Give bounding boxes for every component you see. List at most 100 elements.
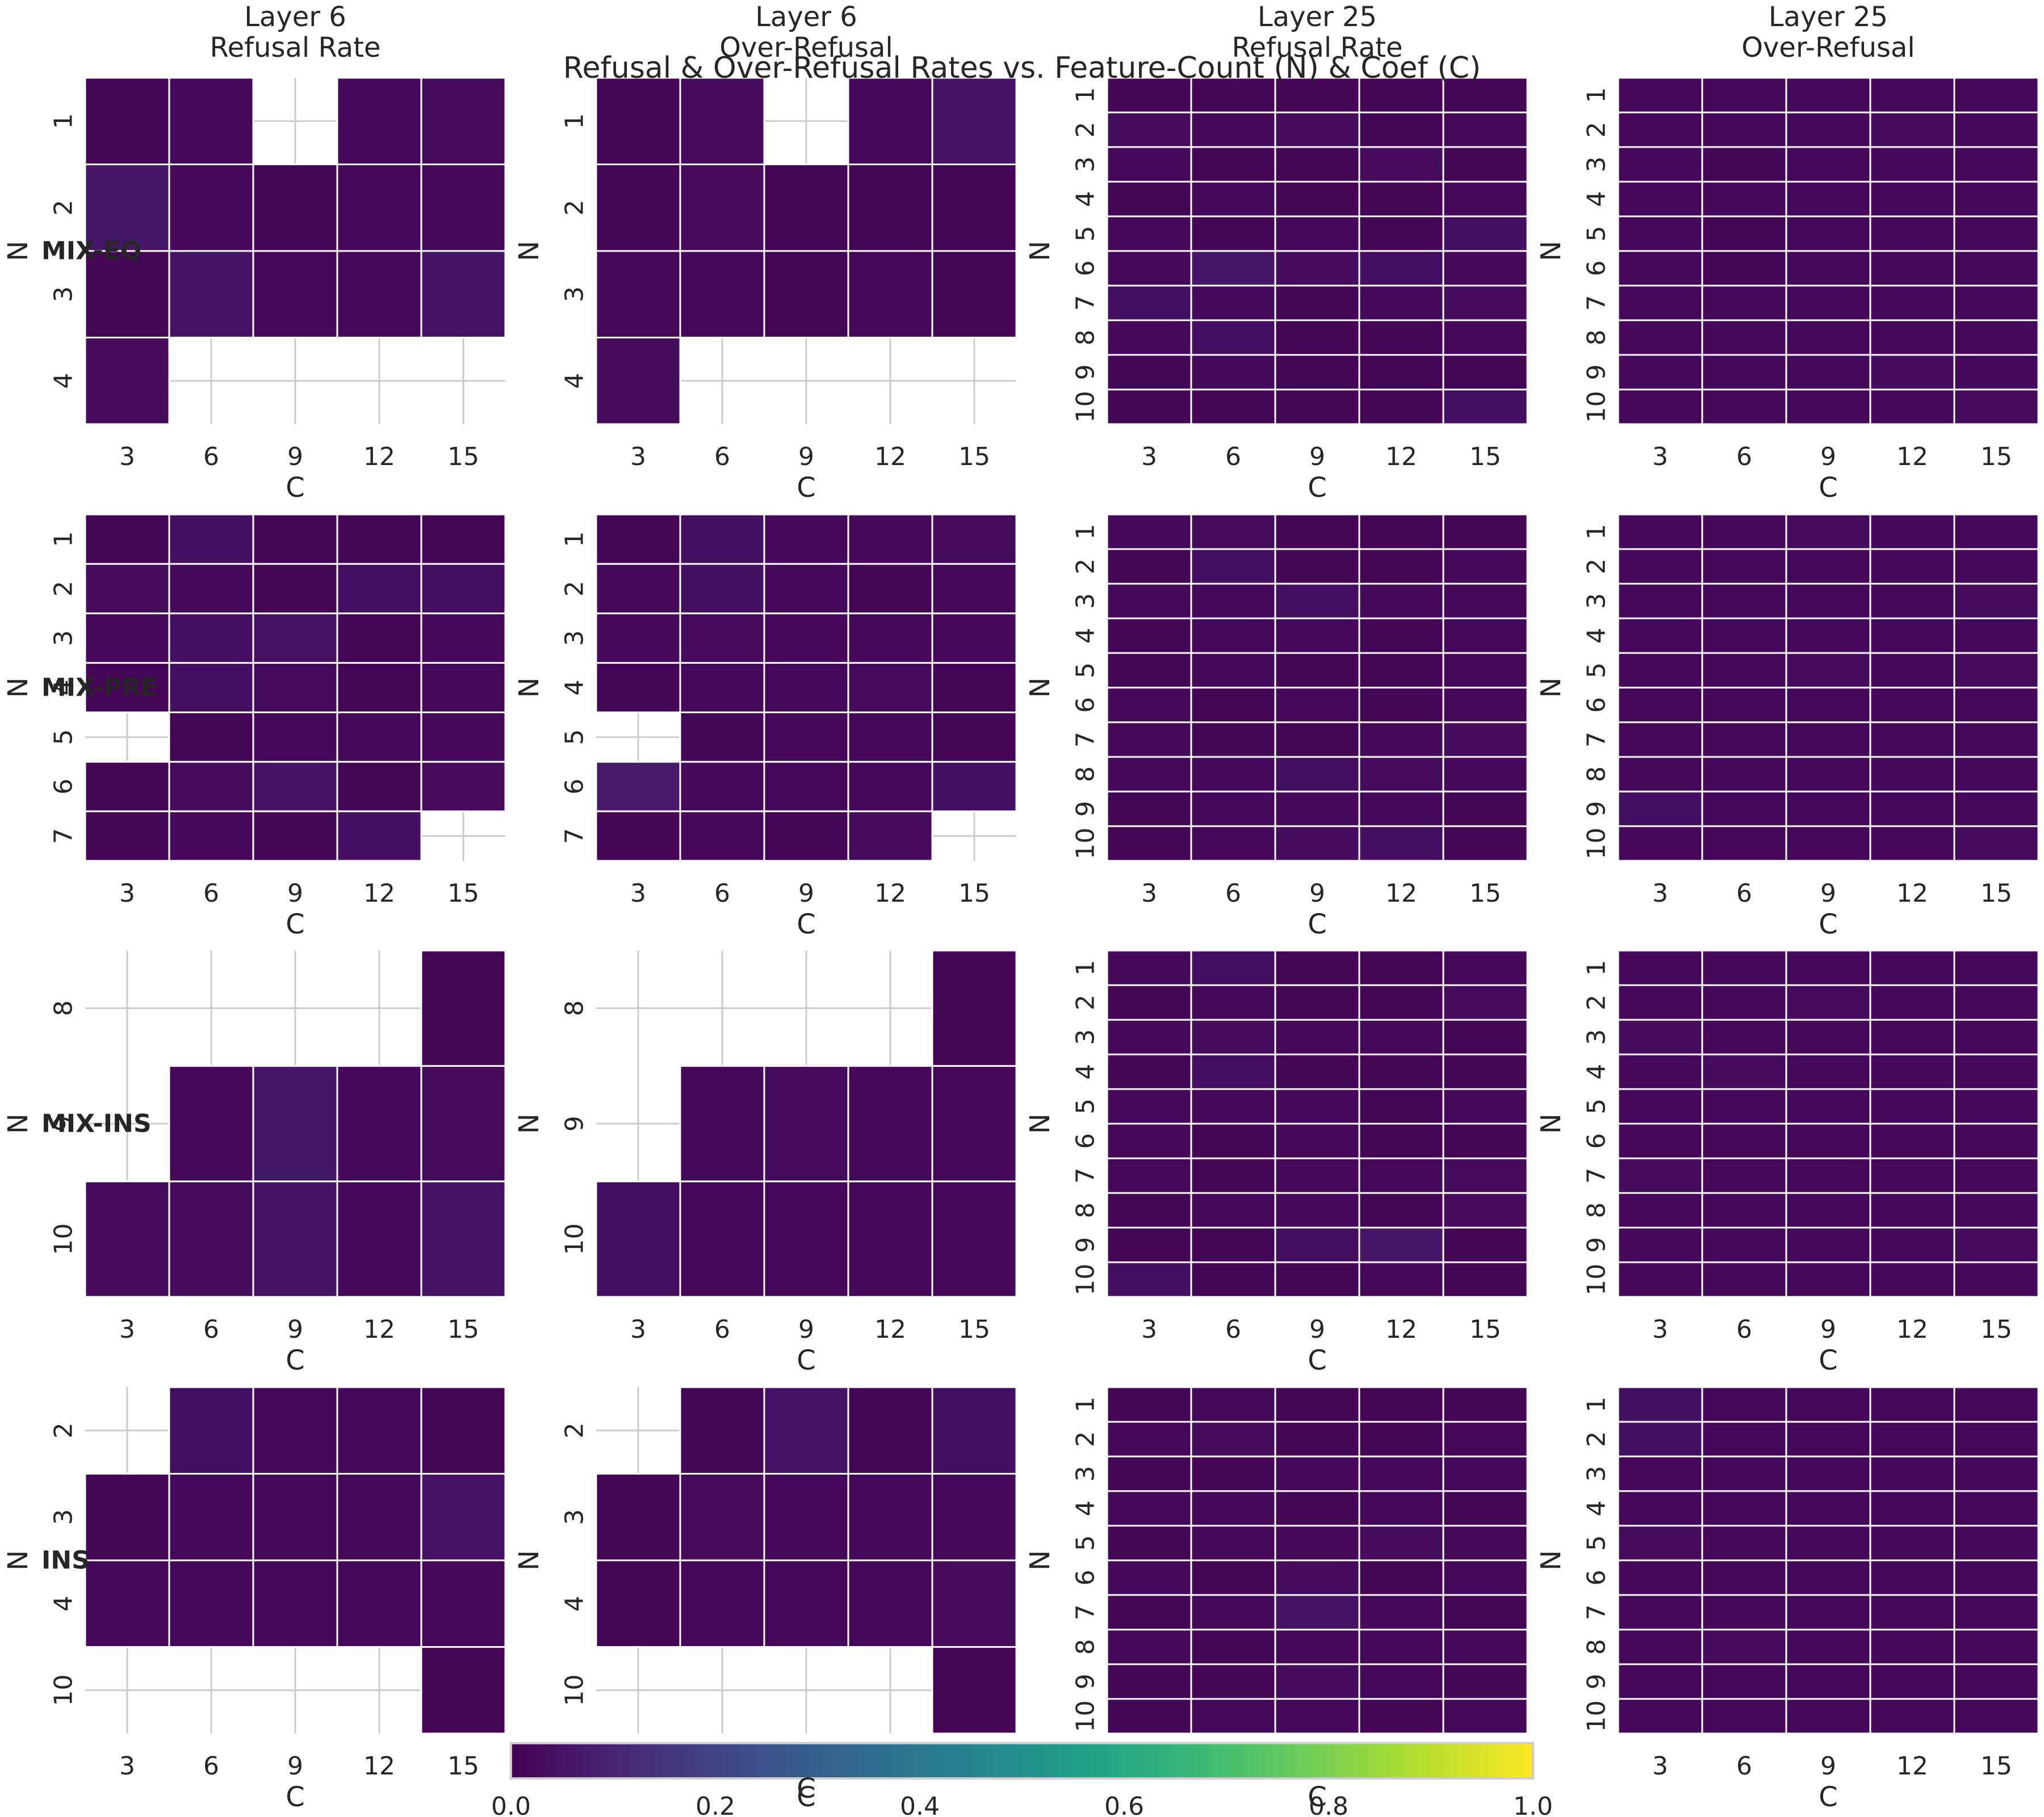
heatmap-cell xyxy=(1274,756,1360,793)
heatmap-cell xyxy=(1953,388,2039,425)
heatmap-cell xyxy=(595,1559,681,1648)
heatmap-cell xyxy=(1701,949,1787,986)
x-axis-label: C xyxy=(1819,1781,1838,1813)
heatmap-cell xyxy=(1701,1663,1787,1700)
heatmap-cell xyxy=(1190,388,1276,425)
heatmap-cell xyxy=(1785,1663,1871,1700)
x-tick-label: 6 xyxy=(714,1315,730,1344)
x-axis-label: C xyxy=(1819,472,1838,504)
x-tick-label: 15 xyxy=(447,1752,479,1781)
heatmap-cell xyxy=(1358,686,1444,723)
heatmap-cell xyxy=(1358,1261,1444,1298)
heatmap-cell xyxy=(252,810,338,862)
y-tick-label: 2 xyxy=(560,581,589,597)
heatmap-cell xyxy=(595,1180,681,1298)
heatmap-cell xyxy=(1617,617,1703,654)
heatmap-cell xyxy=(1190,583,1276,619)
heatmap-cell xyxy=(1190,513,1276,550)
heatmap-cell xyxy=(1869,1525,1955,1561)
heatmap-cell xyxy=(1953,215,2039,252)
heatmap-cell xyxy=(1953,1628,2039,1665)
heatmap-cell xyxy=(1442,1663,1528,1700)
y-tick-label: 3 xyxy=(560,630,589,646)
x-tick-label: 6 xyxy=(1736,1752,1752,1781)
x-tick-label: 9 xyxy=(798,442,814,471)
heatmap-cell xyxy=(1953,181,2039,217)
heatmap-cell xyxy=(1953,548,2039,585)
heatmap-cell xyxy=(1869,250,1955,287)
heatmap-cell xyxy=(1617,1261,1703,1298)
heatmap-cell xyxy=(1190,721,1276,758)
heatmap-cell xyxy=(1869,1123,1955,1159)
y-tick-label: 4 xyxy=(1071,628,1100,644)
heatmap-cell xyxy=(1617,1628,1703,1665)
heatmap-cell xyxy=(336,612,422,664)
heatmap-cell xyxy=(1106,984,1192,1021)
heatmap-cell xyxy=(1106,215,1192,252)
y-tick-label: 3 xyxy=(1582,1029,1611,1045)
y-tick-label: 4 xyxy=(49,680,78,696)
heatmap-cell xyxy=(1617,1559,1703,1596)
heatmap-cell xyxy=(1106,1386,1192,1423)
heatmap-cell xyxy=(1785,548,1871,585)
panel-r2-c0: 3 6 9 12 15 C 8 9 10 N xyxy=(2,949,506,1376)
heatmap-cell xyxy=(1701,721,1787,758)
heatmap-cell xyxy=(1106,181,1192,217)
heatmap-cell xyxy=(1190,617,1276,654)
heatmap-cell xyxy=(1869,215,1955,252)
heatmap-cell xyxy=(1869,984,1955,1021)
heatmap-cell xyxy=(1274,984,1360,1021)
heatmap-cell xyxy=(1106,548,1192,585)
row-label: MIX-EQ xyxy=(41,237,141,266)
heatmap-cell xyxy=(1869,686,1955,723)
heatmap-cell xyxy=(1869,354,1955,391)
heatmap-cell xyxy=(1274,111,1360,148)
heatmap-cell xyxy=(1617,1663,1703,1700)
heatmap-cell xyxy=(847,513,933,565)
heatmap-cell xyxy=(1442,790,1528,827)
y-tick-label: 2 xyxy=(49,1422,78,1438)
y-tick-label: 7 xyxy=(1582,295,1611,311)
heatmap-cell xyxy=(252,662,338,714)
heatmap-cell xyxy=(84,1180,170,1298)
heatmap-cell xyxy=(1442,1157,1528,1194)
heatmap-cell xyxy=(1785,825,1871,862)
y-tick-label: 5 xyxy=(1071,226,1100,242)
heatmap-cell xyxy=(1190,1628,1276,1665)
heatmap-cell xyxy=(1106,686,1192,723)
heatmap-cell xyxy=(252,250,338,338)
y-tick-label: 3 xyxy=(1582,593,1611,609)
x-axis-label: C xyxy=(286,472,305,504)
heatmap-cell xyxy=(1358,111,1444,148)
heatmap-cell xyxy=(1442,1261,1528,1298)
x-tick-label: 15 xyxy=(958,1315,990,1344)
y-tick-label: 10 xyxy=(1071,391,1100,423)
heatmap-cell xyxy=(1190,825,1276,862)
heatmap-cell xyxy=(1617,111,1703,148)
y-tick-label: 1 xyxy=(1071,524,1100,540)
heatmap-cell xyxy=(595,250,681,338)
heatmap-cell xyxy=(1869,1559,1955,1596)
heatmap-cell xyxy=(1785,652,1871,689)
x-tick-label: 3 xyxy=(630,442,646,471)
heatmap-cell xyxy=(420,1180,506,1298)
y-tick-label: 3 xyxy=(1582,157,1611,173)
x-tick-label: 3 xyxy=(1141,879,1157,908)
column-title-layer: Layer 6 xyxy=(244,1,346,33)
heatmap-cell xyxy=(1617,790,1703,827)
y-tick-label: 8 xyxy=(1582,1639,1611,1655)
y-tick-label: 7 xyxy=(1071,1168,1100,1184)
heatmap-cell xyxy=(1442,354,1528,391)
heatmap-cell xyxy=(1869,1490,1955,1527)
y-axis-label: N xyxy=(1535,677,1567,698)
heatmap-cell xyxy=(1274,1421,1360,1458)
heatmap-cell xyxy=(252,1473,338,1561)
y-tick-label: 10 xyxy=(1071,1264,1100,1296)
heatmap-cell xyxy=(84,563,170,614)
column-title-metric: Refusal Rate xyxy=(210,32,380,64)
y-tick-label: 3 xyxy=(49,286,78,302)
y-tick-label: 4 xyxy=(49,1596,78,1611)
heatmap-cell xyxy=(1617,984,1703,1021)
heatmap-cell xyxy=(1617,319,1703,356)
x-tick-label: 3 xyxy=(1141,442,1157,471)
